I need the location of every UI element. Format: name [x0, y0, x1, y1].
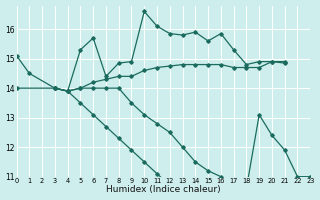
X-axis label: Humidex (Indice chaleur): Humidex (Indice chaleur) — [106, 185, 221, 194]
